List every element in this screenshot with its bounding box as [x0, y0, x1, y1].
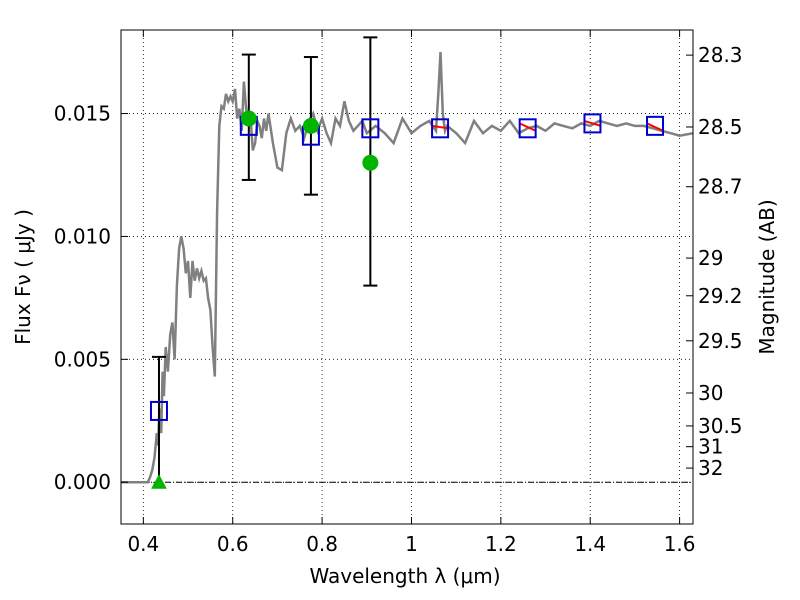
magnitude-tick-label-5: 29.5 — [698, 329, 743, 353]
y-tick-label-1: 0.005 — [54, 347, 111, 371]
magnitude-tick-label-8: 31 — [698, 435, 723, 459]
x-axis-ticks: 0.4 0.6 0.8 1 1.2 1.4 1.6 — [127, 30, 696, 556]
y-axis-ticks: 0.000 0.005 0.010 0.015 — [54, 102, 128, 494]
upper-limit-markers — [151, 474, 167, 489]
x-axis-label: Wavelength λ (μm) — [309, 564, 500, 588]
magnitude-tick-label-2: 28.7 — [698, 175, 743, 199]
model-square-4 — [431, 118, 450, 139]
x-tick-label-1: 0.6 — [217, 532, 249, 556]
model-square-3 — [361, 118, 380, 139]
x-tick-label-4: 1.2 — [485, 532, 517, 556]
y-axis-label: Flux Fν ( μJy ) — [11, 209, 35, 345]
model-square-0 — [149, 400, 168, 421]
x-tick-label-0: 0.4 — [127, 532, 159, 556]
magnitude-tick-label-6: 30 — [698, 381, 723, 405]
x-tick-label-3: 1 — [405, 532, 418, 556]
y-tick-label-3: 0.015 — [54, 102, 111, 126]
magnitude-tick-label-0: 28.3 — [698, 43, 743, 67]
model-sed-line — [121, 52, 693, 484]
magnitude-tick-label-9: 32 — [698, 456, 723, 480]
plot-frame — [120, 29, 694, 525]
model-square-7 — [646, 115, 665, 136]
red-segment-1 — [519, 122, 537, 132]
observed-photometry-circles — [240, 110, 379, 171]
x-tick-label-5: 1.4 — [574, 532, 606, 556]
y-tick-label-0: 0.000 — [54, 470, 111, 494]
red-segments — [431, 119, 664, 132]
magnitude-tick-label-1: 28.5 — [698, 115, 743, 139]
model-square-6 — [583, 113, 602, 134]
magnitude-tick-label-4: 29.2 — [698, 284, 743, 308]
magnitude-tick-label-3: 29 — [698, 246, 723, 270]
red-segment-2 — [584, 119, 601, 127]
observed-circle-1 — [302, 117, 319, 134]
upper-limit-triangle — [151, 474, 167, 489]
observed-circle-2 — [362, 154, 379, 171]
y-tick-label-2: 0.010 — [54, 224, 111, 248]
red-segment-3 — [646, 122, 664, 132]
x-tick-label-2: 0.8 — [306, 532, 338, 556]
plot-area — [121, 36, 693, 489]
magnitude-tick-label-7: 30.5 — [698, 414, 743, 438]
magnitude-axis-label: Magnitude (AB) — [755, 199, 779, 354]
x-tick-label-6: 1.6 — [664, 532, 696, 556]
model-square-5 — [518, 118, 537, 139]
observed-circle-0 — [240, 110, 257, 127]
red-segment-0 — [431, 124, 449, 130]
